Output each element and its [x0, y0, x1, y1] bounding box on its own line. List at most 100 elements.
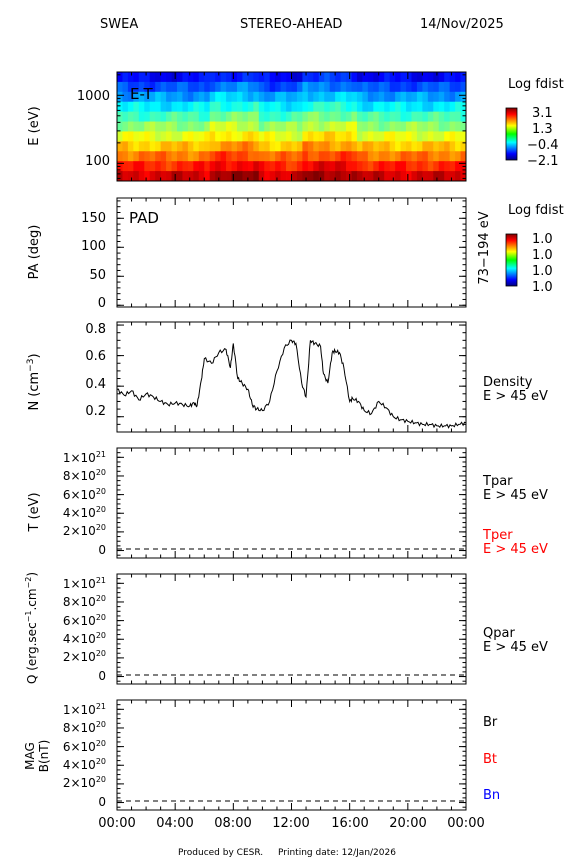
et-heatmap-cell — [335, 111, 341, 122]
et-heatmap-cell — [351, 81, 358, 93]
et-heatmap-cell — [395, 111, 401, 122]
et-heatmap-cell — [133, 72, 140, 83]
et-heatmap-cell — [144, 131, 151, 142]
et-heatmap-cell — [449, 151, 456, 162]
et-heatmap-cell — [236, 81, 243, 93]
et-heatmap-cell — [384, 141, 391, 152]
et-heatmap-cell — [356, 91, 363, 103]
et-heatmap-cell — [335, 161, 341, 172]
et-heatmap-cell — [422, 121, 429, 132]
mag-ylabel: B(nT) — [37, 740, 51, 773]
xtick-label-1200: 12:00 — [272, 816, 309, 831]
br-legend: Br — [483, 715, 498, 730]
mag-ylabel-top: MAG — [23, 742, 37, 770]
et-heatmap-cell — [280, 121, 287, 132]
heatflux-tick-label-2e20: 2×1020 — [63, 649, 106, 664]
et-heatmap-cell — [160, 151, 167, 162]
pad-colorbar — [505, 233, 518, 287]
et-heatmap-cell — [171, 161, 178, 172]
et-heatmap-cell — [182, 141, 189, 152]
density-tick-label-0.4: 0.4 — [85, 377, 106, 392]
et-heatmap-cell — [362, 91, 369, 103]
pad-colorbar-tick-2: 1.0 — [532, 264, 553, 279]
et-heatmap-cell — [356, 161, 363, 172]
et-heatmap-cell — [438, 171, 445, 182]
et-heatmap-cell — [340, 81, 347, 93]
et-heatmap-cell — [406, 141, 412, 152]
et-heatmap-cell — [346, 121, 352, 132]
et-heatmap-cell — [280, 91, 287, 103]
heatflux-tick-label-4e20: 4×1020 — [63, 631, 106, 646]
et-heatmap-cell — [166, 151, 172, 162]
et-heatmap-cell — [406, 131, 412, 142]
xtick-label-0800: 08:00 — [214, 816, 251, 831]
et-heatmap-cell — [166, 141, 172, 152]
et-heatmap-cell — [117, 81, 123, 93]
et-heatmap-cell — [149, 121, 156, 132]
et-heatmap-cell — [264, 111, 271, 122]
et-heatmap-cell — [406, 101, 412, 113]
et-heatmap-cell — [160, 171, 167, 182]
et-heatmap-cell — [313, 81, 320, 93]
et-heatmap-cell — [416, 171, 423, 182]
et-heatmap-cell — [395, 101, 401, 113]
et-heatmap-cell — [160, 111, 167, 122]
et-heatmap-cell — [122, 111, 129, 122]
et-heatmap-cell — [362, 141, 369, 152]
axis-ticks — [116, 72, 467, 810]
et-heatmap-cell — [438, 101, 445, 113]
et-heatmap-cell — [324, 101, 331, 113]
et-heatmap-cell — [231, 81, 238, 93]
et-heatmap-cell — [318, 161, 325, 172]
et-heatmap-cell — [176, 101, 183, 113]
et-heatmap-cell — [187, 72, 194, 83]
et-heatmap-cell — [291, 151, 298, 162]
et-heatmap-cell — [389, 91, 396, 103]
et-heatmap-cell — [313, 121, 320, 132]
et-heatmap-cell — [438, 121, 445, 132]
et-heatmap-cell — [302, 81, 309, 93]
et-heatmap-cell — [236, 161, 243, 172]
et-heatmap-cell — [275, 161, 281, 172]
et-heatmap-cell — [318, 171, 325, 182]
et-heatmap-cell — [460, 72, 467, 83]
et-heatmap-cell — [427, 72, 434, 83]
et-heatmap-cell — [444, 81, 451, 93]
et-heatmap-cell — [144, 141, 151, 152]
et-heatmap-cell — [378, 161, 385, 172]
et-heatmap-cell — [384, 111, 391, 122]
et-heatmap-cell — [367, 171, 374, 182]
et-heatmap-cell — [198, 161, 205, 172]
et-heatmap-cell — [127, 121, 134, 132]
et-heatmap-cell — [160, 91, 167, 103]
et-heatmap-cell — [166, 101, 172, 113]
et-heatmap-cell — [389, 72, 396, 83]
heatflux-panel-frame — [116, 573, 467, 685]
et-heatmap-cell — [422, 141, 429, 152]
et-heatmap-cell — [296, 91, 303, 103]
et-heatmap-cell — [389, 121, 396, 132]
et-heatmap-cell — [329, 121, 336, 132]
et-heatmap-cell — [291, 131, 298, 142]
et-heatmap-cell — [253, 151, 260, 162]
et-heatmap-cell — [122, 91, 129, 103]
et-heatmap-cell — [367, 81, 374, 93]
et-heatmap-cell — [138, 151, 145, 162]
et-heatmap-cell — [138, 91, 145, 103]
qpar-legend-name: Qpar — [483, 626, 515, 641]
et-heatmap-cell — [422, 81, 429, 93]
et-heatmap-cell — [411, 131, 418, 142]
et-heatmap-cell — [258, 141, 265, 152]
et-heatmap-cell — [378, 72, 385, 83]
et-heatmap-cell — [198, 151, 205, 162]
et-heatmap-cell — [264, 141, 271, 152]
et-heatmap-cell — [433, 101, 440, 113]
et-heatmap-cell — [176, 81, 183, 93]
et-heatmap-cell — [318, 72, 325, 83]
et-heatmap-cell — [318, 141, 325, 152]
et-heatmap-cell — [193, 111, 200, 122]
et-heatmap-cell — [460, 81, 467, 93]
et-heatmap-cell — [378, 111, 385, 122]
et-heatmap-cell — [215, 141, 222, 152]
